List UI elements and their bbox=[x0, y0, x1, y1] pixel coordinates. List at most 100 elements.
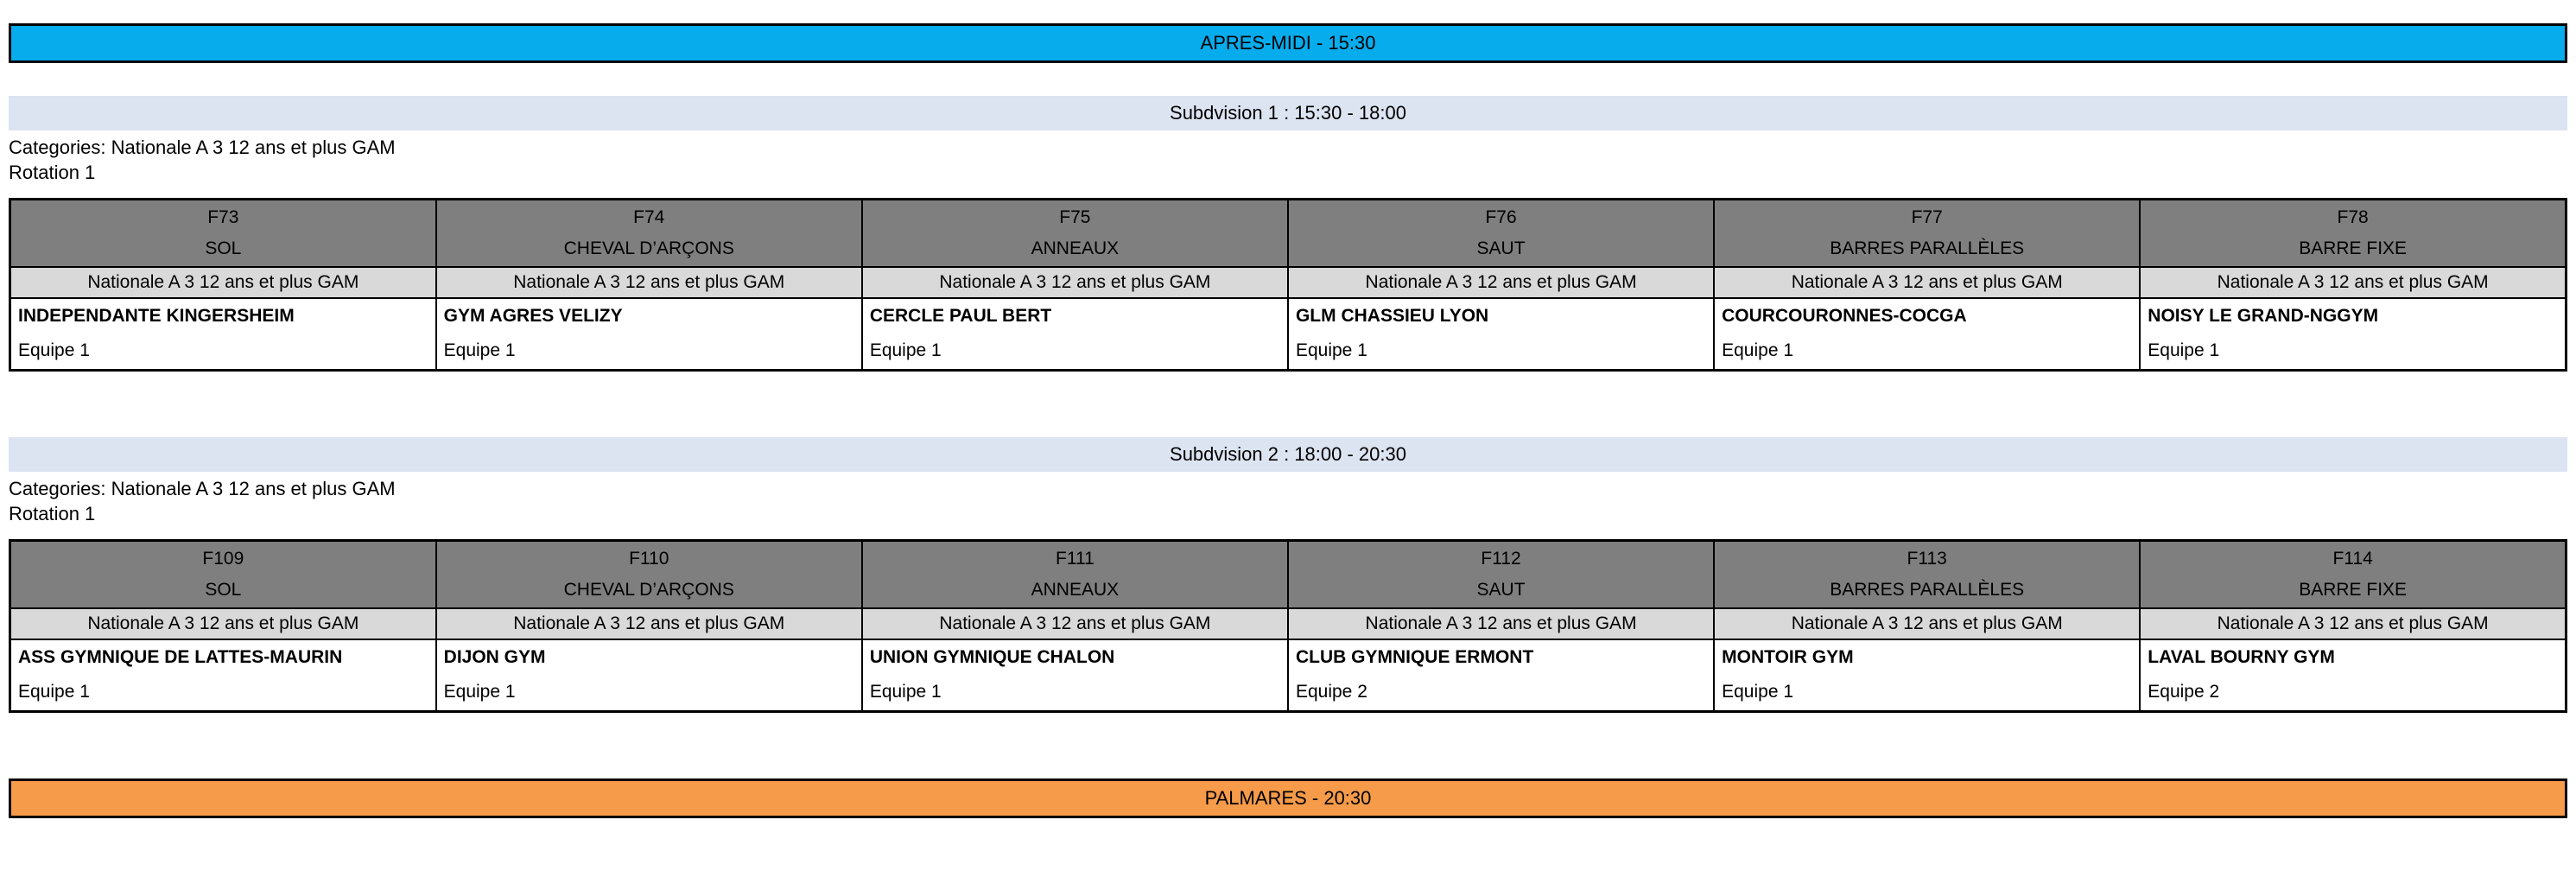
club-name: MONTOIR GYM bbox=[1722, 647, 1854, 668]
apparatus-header-row: F73 SOL F74 CHEVAL D’ARÇONS F75 ANNEAUX … bbox=[9, 198, 2567, 268]
station-code: F76 bbox=[1485, 207, 1517, 227]
subdivision-2-categories: Categories: Nationale A 3 12 ans et plus… bbox=[9, 478, 396, 499]
team-label: Equipe 1 bbox=[1722, 340, 1794, 361]
club-cell: INDEPENDANTE KINGERSHEIM Equipe 1 bbox=[9, 296, 437, 372]
apparatus-header-cell: F78 BARRE FIXE bbox=[2139, 198, 2567, 268]
club-name: LAVAL BOURNY GYM bbox=[2148, 647, 2335, 668]
station-code: F109 bbox=[202, 548, 244, 569]
club-cell: MONTOIR GYM Equipe 1 bbox=[1713, 638, 2141, 713]
category-cell: Nationale A 3 12 ans et plus GAM bbox=[1286, 607, 1716, 640]
station-code: F75 bbox=[1059, 207, 1091, 227]
apparatus-name: SOL bbox=[205, 579, 242, 600]
apparatus-name: ANNEAUX bbox=[1031, 238, 1120, 258]
apparatus-name: BARRES PARALLÈLES bbox=[1830, 238, 2025, 258]
club-cell: LAVAL BOURNY GYM Equipe 2 bbox=[2139, 638, 2567, 713]
subdivision-1-categories: Categories: Nationale A 3 12 ans et plus… bbox=[9, 137, 396, 158]
category-row: Nationale A 3 12 ans et plus GAM Nationa… bbox=[9, 265, 2567, 299]
category-cell: Nationale A 3 12 ans et plus GAM bbox=[435, 607, 863, 640]
category-cell: Nationale A 3 12 ans et plus GAM bbox=[860, 607, 1289, 640]
category-cell: Nationale A 3 12 ans et plus GAM bbox=[2139, 607, 2567, 640]
apparatus-header-cell: F114 BARRE FIXE bbox=[2139, 539, 2567, 609]
apparatus-header-cell: F73 SOL bbox=[9, 198, 437, 268]
apparatus-header-cell: F113 BARRES PARALLÈLES bbox=[1713, 539, 2141, 609]
subdivision-1-title: Subdvision 1 : 15:30 - 18:00 bbox=[9, 96, 2567, 130]
team-label: Equipe 1 bbox=[869, 340, 942, 361]
apparatus-header-row: F109 SOL F110 CHEVAL D’ARÇONS F111 ANNEA… bbox=[9, 539, 2567, 609]
apparatus-name: SAUT bbox=[1476, 579, 1526, 600]
category-cell: Nationale A 3 12 ans et plus GAM bbox=[9, 265, 437, 299]
team-label: Equipe 1 bbox=[1722, 682, 1794, 702]
club-cell: DIJON GYM Equipe 1 bbox=[435, 638, 863, 713]
club-name: DIJON GYM bbox=[443, 647, 546, 668]
category-cell: Nationale A 3 12 ans et plus GAM bbox=[1286, 265, 1716, 299]
club-name: CLUB GYMNIQUE ERMONT bbox=[1295, 647, 1534, 668]
category-cell: Nationale A 3 12 ans et plus GAM bbox=[435, 265, 863, 299]
apparatus-name: BARRES PARALLÈLES bbox=[1830, 579, 2025, 600]
club-cell: ASS GYMNIQUE DE LATTES-MAURIN Equipe 1 bbox=[9, 638, 437, 713]
club-cell: GLM CHASSIEU LYON Equipe 1 bbox=[1286, 296, 1716, 372]
team-label: Equipe 1 bbox=[1295, 340, 1367, 361]
apparatus-header-cell: F112 SAUT bbox=[1286, 539, 1716, 609]
team-label: Equipe 1 bbox=[443, 682, 516, 702]
apparatus-header-cell: F74 CHEVAL D’ARÇONS bbox=[435, 198, 863, 268]
afternoon-session-banner: APRES-MIDI - 15:30 bbox=[9, 23, 2567, 63]
apparatus-name: BARRE FIXE bbox=[2299, 579, 2408, 600]
apparatus-header-cell: F109 SOL bbox=[9, 539, 437, 609]
category-cell: Nationale A 3 12 ans et plus GAM bbox=[860, 265, 1289, 299]
club-name: UNION GYMNIQUE CHALON bbox=[869, 647, 1115, 668]
station-code: F78 bbox=[2337, 207, 2369, 227]
club-cell: CLUB GYMNIQUE ERMONT Equipe 2 bbox=[1286, 638, 1716, 713]
category-cell: Nationale A 3 12 ans et plus GAM bbox=[2139, 265, 2567, 299]
club-cell: COURCOURONNES-COCGA Equipe 1 bbox=[1713, 296, 2141, 372]
apparatus-name: CHEVAL D’ARÇONS bbox=[563, 238, 734, 258]
club-name: ASS GYMNIQUE DE LATTES-MAURIN bbox=[18, 647, 343, 668]
palmares-banner: PALMARES - 20:30 bbox=[9, 778, 2567, 818]
apparatus-header-cell: F76 SAUT bbox=[1286, 198, 1716, 268]
club-name: GYM AGRES VELIZY bbox=[443, 306, 623, 327]
apparatus-name: BARRE FIXE bbox=[2299, 238, 2408, 258]
station-code: F114 bbox=[2332, 548, 2373, 569]
team-label: Equipe 1 bbox=[869, 682, 942, 702]
station-code: F74 bbox=[633, 207, 665, 227]
club-cell: CERCLE PAUL BERT Equipe 1 bbox=[860, 296, 1289, 372]
palmares-label: PALMARES - 20:30 bbox=[1204, 787, 1372, 809]
team-label: Equipe 1 bbox=[2148, 340, 2220, 361]
station-code: F112 bbox=[1481, 548, 1521, 569]
afternoon-session-label: APRES-MIDI - 15:30 bbox=[1200, 32, 1376, 54]
station-code: F110 bbox=[629, 548, 669, 569]
club-name: COURCOURONNES-COCGA bbox=[1722, 306, 1967, 327]
subdivision-1-section: Subdvision 1 : 15:30 - 18:00 Categories:… bbox=[9, 96, 2567, 372]
apparatus-name: SAUT bbox=[1476, 238, 1526, 258]
apparatus-header-cell: F77 BARRES PARALLÈLES bbox=[1713, 198, 2141, 268]
club-row: INDEPENDANTE KINGERSHEIM Equipe 1 GYM AG… bbox=[9, 296, 2567, 372]
club-cell: GYM AGRES VELIZY Equipe 1 bbox=[435, 296, 863, 372]
team-label: Equipe 1 bbox=[18, 340, 90, 361]
apparatus-header-cell: F111 ANNEAUX bbox=[860, 539, 1289, 609]
station-code: F73 bbox=[207, 207, 239, 227]
subdivision-2-rotation: Rotation 1 bbox=[9, 503, 96, 524]
apparatus-header-cell: F110 CHEVAL D’ARÇONS bbox=[435, 539, 863, 609]
club-name: CERCLE PAUL BERT bbox=[869, 306, 1052, 327]
team-label: Equipe 2 bbox=[2148, 682, 2220, 702]
club-cell: UNION GYMNIQUE CHALON Equipe 1 bbox=[860, 638, 1289, 713]
category-row: Nationale A 3 12 ans et plus GAM Nationa… bbox=[9, 607, 2567, 640]
category-cell: Nationale A 3 12 ans et plus GAM bbox=[9, 607, 437, 640]
category-cell: Nationale A 3 12 ans et plus GAM bbox=[1713, 607, 2141, 640]
team-label: Equipe 2 bbox=[1295, 682, 1367, 702]
apparatus-name: SOL bbox=[205, 238, 242, 258]
club-cell: NOISY LE GRAND-NGGYM Equipe 1 bbox=[2139, 296, 2567, 372]
subdivision-1-rotation: Rotation 1 bbox=[9, 162, 96, 183]
team-label: Equipe 1 bbox=[18, 682, 90, 702]
subdivision-2-rotation-table: F109 SOL F110 CHEVAL D’ARÇONS F111 ANNEA… bbox=[9, 539, 2567, 713]
club-name: INDEPENDANTE KINGERSHEIM bbox=[18, 306, 295, 327]
category-cell: Nationale A 3 12 ans et plus GAM bbox=[1713, 265, 2141, 299]
team-label: Equipe 1 bbox=[443, 340, 516, 361]
station-code: F77 bbox=[1911, 207, 1943, 227]
subdivision-2-section: Subdvision 2 : 18:00 - 20:30 Categories:… bbox=[9, 437, 2567, 713]
club-row: ASS GYMNIQUE DE LATTES-MAURIN Equipe 1 D… bbox=[9, 638, 2567, 713]
schedule-page: APRES-MIDI - 15:30 Subdvision 1 : 15:30 … bbox=[0, 23, 2576, 877]
station-code: F113 bbox=[1907, 548, 1947, 569]
subdivision-2-title: Subdvision 2 : 18:00 - 20:30 bbox=[9, 437, 2567, 472]
station-code: F111 bbox=[1056, 548, 1094, 569]
apparatus-header-cell: F75 ANNEAUX bbox=[860, 198, 1289, 268]
